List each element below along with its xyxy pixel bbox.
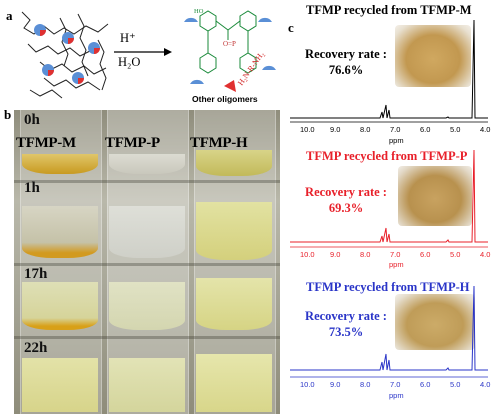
aldehyde-group-icon [184, 17, 198, 22]
nmr-spectrum-h [290, 285, 488, 371]
powder-photo-p [398, 166, 472, 226]
recovery-h: Recovery rate : 73.5% [305, 309, 387, 339]
liquid-17h-h [196, 278, 272, 330]
axis-ticks-m: 10.0 9.0 8.0 7.0 6.0 5.0 4.0 [300, 125, 491, 134]
liquid-0h-m [22, 154, 98, 174]
svg-text:O=P: O=P [223, 40, 236, 48]
ho-label: HO [194, 8, 204, 15]
time-label-17h: 17h [24, 266, 48, 282]
axis-unit-p: ppm [389, 260, 404, 269]
powder-photo-m [395, 25, 471, 87]
time-label-22h: 22h [24, 340, 48, 356]
vial-photo [14, 110, 280, 414]
liquid-17h-m [22, 282, 98, 330]
axis-ticks-p: 10.0 9.0 8.0 7.0 6.0 5.0 4.0 [300, 250, 491, 259]
aldehyde-group-icon [262, 65, 276, 70]
amine-icon [224, 80, 236, 92]
liquid-0h-h [196, 150, 272, 176]
reaction-scheme: O=P HO [21, 8, 276, 99]
liquid-17h-p [109, 282, 185, 330]
nmr-title-m: TFMP recycled from TFMP-M [306, 3, 472, 17]
recovery-p: Recovery rate : 69.3% [305, 185, 387, 215]
liquid-22h-m [22, 358, 98, 412]
polymer-network [21, 11, 109, 99]
axis-ticks-h: 10.0 9.0 8.0 7.0 6.0 5.0 4.0 [300, 380, 491, 389]
vial-name-p: TFMP-P [105, 135, 160, 151]
time-label-1h: 1h [24, 180, 40, 196]
liquid-1h-p [109, 206, 185, 258]
reagent-water: H₂O [118, 55, 141, 69]
nmr-title-p: TFMP recycled from TFMP-P [306, 149, 468, 163]
nmr-spectrum-m [290, 19, 488, 119]
vial-name-h: TFMP-H [190, 135, 248, 151]
axis-unit-h: ppm [389, 391, 404, 400]
time-label-0h: 0h [24, 112, 40, 128]
nmr-spectrum-p [290, 149, 488, 243]
panel-label-b: b [4, 107, 12, 122]
liquid-1h-h [196, 202, 272, 260]
aldehyde-group-icon [190, 79, 204, 84]
oligomer-label: Other oligomers [192, 94, 258, 104]
nmr-title-h: TFMP recycled from TFMP-H [306, 280, 470, 294]
crosslink-nodes [34, 24, 100, 84]
axis-unit-m: ppm [389, 136, 404, 145]
nmr-spectra [290, 19, 488, 378]
product-structure [199, 10, 257, 74]
reagent-acid: H⁺ [120, 31, 136, 45]
aldehyde-group-icon [258, 17, 272, 22]
liquid-22h-p [109, 358, 185, 412]
liquid-1h-m [22, 206, 98, 258]
powder-photo-h [395, 294, 475, 350]
liquid-22h-h [196, 354, 272, 412]
liquid-0h-p [109, 154, 185, 174]
panel-label-a: a [6, 8, 13, 23]
panel-label-c: c [288, 20, 294, 35]
recovery-m: Recovery rate : 76.6% [305, 47, 387, 77]
vial-name-m: TFMP-M [16, 135, 76, 151]
